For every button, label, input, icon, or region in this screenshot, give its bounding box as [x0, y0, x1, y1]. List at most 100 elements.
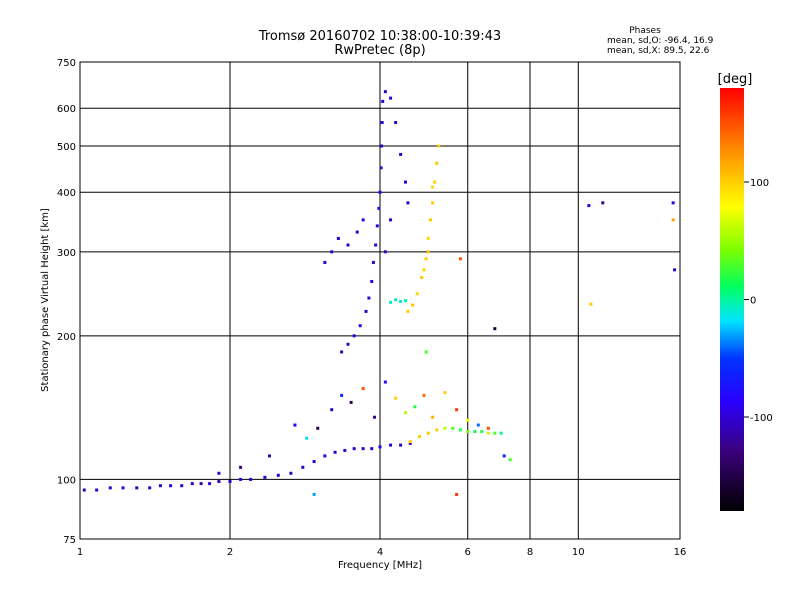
x-tick-label: 10 [572, 547, 585, 558]
echo-point [451, 426, 455, 430]
echo-point [121, 486, 125, 490]
echo-point [378, 190, 382, 194]
echo-point [82, 488, 86, 492]
grid-lines [80, 62, 680, 539]
echo-point [239, 477, 243, 481]
echo-point [336, 236, 340, 240]
echo-point [403, 411, 407, 415]
x-tick-label: 1 [77, 547, 83, 558]
echo-point [148, 486, 152, 490]
echo-point [267, 454, 271, 458]
y-tick-label: 600 [57, 104, 76, 115]
echo-point [455, 492, 459, 496]
echo-point [455, 408, 459, 412]
echo-point [217, 471, 221, 475]
echo-point [435, 428, 439, 432]
echo-point [323, 260, 327, 264]
echo-point [431, 201, 435, 205]
echo-point [343, 448, 347, 452]
echo-point [323, 454, 327, 458]
echo-point [399, 300, 403, 304]
x-tick-label: 4 [377, 547, 383, 558]
echo-point [352, 334, 356, 338]
x-tick-label: 16 [674, 547, 687, 558]
colorbar [720, 88, 744, 511]
echo-point [381, 99, 385, 103]
echo-point [406, 309, 410, 313]
echo-point [312, 460, 316, 464]
echo-point [589, 302, 593, 306]
echo-point [422, 393, 426, 397]
echo-point [228, 479, 232, 483]
data-points [82, 90, 677, 496]
echo-point [364, 309, 368, 313]
echo-point [394, 396, 398, 400]
echo-point [394, 298, 398, 302]
echo-point [361, 447, 365, 451]
echo-point [361, 218, 365, 222]
x-tick-label: 8 [527, 547, 533, 558]
echo-point [502, 454, 506, 458]
colorbar-tick-label: 100 [750, 178, 769, 189]
echo-point [493, 431, 497, 435]
echo-point [480, 430, 484, 434]
x-tick-label: 2 [227, 547, 233, 558]
plot-frame [79, 61, 681, 540]
echo-point [158, 484, 162, 488]
echo-point [508, 458, 512, 462]
echo-point [587, 204, 591, 208]
echo-point [276, 473, 280, 477]
echo-point [389, 96, 393, 100]
echo-point [108, 486, 112, 490]
echo-point [263, 475, 267, 479]
y-tick-label: 75 [63, 535, 76, 546]
echo-point [370, 279, 374, 283]
echo-point [95, 488, 99, 492]
y-tick-label: 200 [57, 332, 76, 343]
echo-point [431, 415, 435, 419]
echo-point [383, 250, 387, 254]
echo-point [305, 436, 309, 440]
echo-point [389, 443, 393, 447]
echo-point [413, 405, 417, 409]
echo-point [420, 276, 424, 280]
echo-point [383, 90, 387, 94]
echo-point [406, 201, 410, 205]
chart-title: Tromsø 20160702 10:38:00-10:39:43 [258, 29, 501, 44]
echo-point [346, 342, 350, 346]
echo-point [239, 465, 243, 469]
echo-point [408, 440, 412, 444]
echo-point [426, 236, 430, 240]
echo-point [301, 465, 305, 469]
echo-point [208, 482, 212, 486]
echo-point [371, 260, 375, 264]
stats-line-x: mean, sd,X: 89.5, 22.6 [607, 46, 710, 56]
echo-point [346, 243, 350, 247]
echo-point [426, 250, 430, 254]
colorbar-label: [deg] [718, 72, 753, 87]
echo-point [671, 218, 675, 222]
echo-point [399, 152, 403, 156]
y-tick-label: 400 [57, 188, 76, 199]
echo-point [671, 201, 675, 205]
stats-heading: Phases [629, 26, 661, 36]
echo-point [330, 250, 334, 254]
echo-point [466, 430, 470, 434]
y-tick-label: 100 [57, 475, 76, 486]
echo-point [358, 324, 362, 328]
echo-point [378, 445, 382, 449]
echo-point [199, 482, 203, 486]
echo-point [383, 380, 387, 384]
echo-point [422, 268, 426, 272]
echo-point [443, 391, 447, 395]
echo-point [374, 243, 378, 247]
echo-point [437, 144, 441, 148]
echo-point [466, 418, 470, 422]
x-axis-label: Frequency [MHz] [338, 560, 422, 571]
echo-point [361, 387, 365, 391]
echo-point [330, 408, 334, 412]
y-axis-label: Stationary phase Virtual Height [km] [40, 208, 51, 392]
echo-point [499, 431, 503, 435]
echo-point [426, 431, 430, 435]
